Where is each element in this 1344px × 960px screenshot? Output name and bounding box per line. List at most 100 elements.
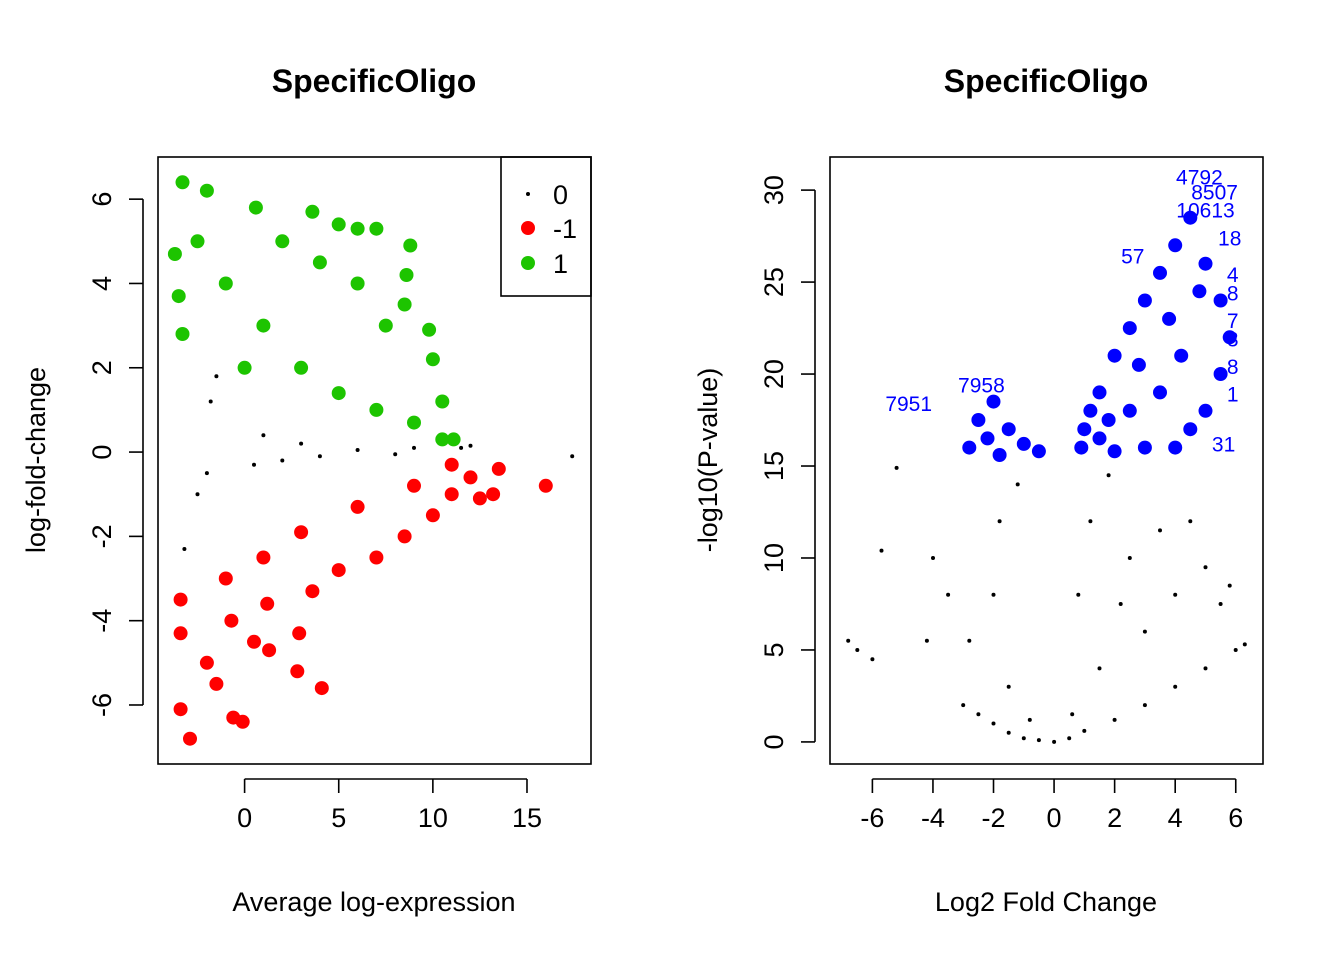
data-point-s0-7 bbox=[355, 448, 360, 452]
data-point-s0-12 bbox=[1036, 738, 1041, 743]
point-label: 18 bbox=[1218, 227, 1241, 250]
data-point-s2-18 bbox=[190, 234, 205, 249]
data-point-s2-9 bbox=[397, 297, 412, 312]
data-point-s1-19 bbox=[1213, 293, 1228, 308]
data-point-s0-13 bbox=[1052, 739, 1057, 744]
data-point-s1-4 bbox=[183, 731, 197, 746]
data-point-s0-37 bbox=[1027, 717, 1032, 722]
data-point-s1-10 bbox=[1083, 403, 1098, 418]
data-point-s1-8 bbox=[1074, 440, 1089, 455]
data-point-s2-22 bbox=[331, 386, 346, 401]
data-point-s0-10 bbox=[1006, 730, 1011, 735]
data-point-s2-1 bbox=[199, 183, 214, 198]
data-point-s0-1 bbox=[855, 648, 860, 652]
data-point-s0-20 bbox=[1233, 648, 1238, 652]
point-label: 31 bbox=[1212, 433, 1235, 456]
data-point-s2-26 bbox=[312, 255, 327, 270]
y-tick-label: 5 bbox=[759, 642, 789, 657]
data-point-s0-27 bbox=[1076, 592, 1081, 597]
x-tick-label: 15 bbox=[512, 803, 542, 833]
data-point-s2-23 bbox=[369, 402, 384, 417]
volcano-plot-x-axis-label: Log2 Fold Change bbox=[935, 887, 1157, 917]
data-point-s0-10 bbox=[204, 471, 209, 476]
y-tick-label: -4 bbox=[87, 609, 117, 633]
volcano-plot-points bbox=[846, 210, 1247, 744]
volcano-plot-y-axis-label: -log10(P-value) bbox=[693, 368, 723, 553]
data-point-s1-18 bbox=[1198, 256, 1213, 271]
data-point-s0-3 bbox=[879, 548, 884, 553]
data-point-s0-14 bbox=[1067, 736, 1072, 741]
y-tick-label: 15 bbox=[759, 451, 789, 481]
data-point-s1-1 bbox=[491, 461, 506, 476]
data-point-s1-13 bbox=[292, 626, 307, 641]
legend-label-0: 0 bbox=[553, 180, 568, 210]
y-tick-label: 30 bbox=[759, 175, 789, 205]
data-point-s0-23 bbox=[1218, 602, 1223, 606]
data-point-s2-8 bbox=[399, 268, 414, 282]
x-tick-label: -4 bbox=[921, 803, 945, 833]
data-point-s2-16 bbox=[171, 289, 186, 304]
data-point-s1-28 bbox=[294, 525, 309, 540]
point-label: 4 bbox=[1227, 264, 1239, 287]
data-point-s0-38 bbox=[1070, 712, 1075, 717]
data-point-s0-39 bbox=[1097, 666, 1102, 671]
data-point-s1-20 bbox=[331, 563, 346, 578]
data-point-s1-31 bbox=[1162, 311, 1177, 326]
data-point-s1-30 bbox=[1174, 348, 1189, 363]
point-label: 57 bbox=[1121, 246, 1144, 269]
data-point-s2-20 bbox=[256, 318, 271, 333]
data-point-s1-22 bbox=[397, 529, 412, 544]
data-point-s2-4 bbox=[331, 217, 346, 232]
data-point-s1-16 bbox=[1168, 238, 1183, 253]
data-point-s1-24 bbox=[1168, 440, 1183, 455]
legend-marker-1 bbox=[521, 256, 535, 270]
data-point-s0-32 bbox=[1173, 592, 1178, 597]
data-point-s0-0 bbox=[846, 638, 851, 643]
data-point-s0-2 bbox=[195, 492, 200, 497]
data-point-s1-30 bbox=[407, 478, 421, 493]
data-point-s2-28 bbox=[378, 318, 393, 333]
data-point-s0-19 bbox=[1203, 666, 1208, 671]
volcano-plot-x-axis: -6 -4 -2 0 2 4 6 bbox=[860, 778, 1243, 833]
data-point-s0-0 bbox=[570, 454, 575, 459]
data-point-s2-13 bbox=[446, 432, 461, 447]
data-point-s1-28 bbox=[1122, 403, 1137, 418]
ma-plot-frame bbox=[157, 156, 592, 765]
y-tick-label: 20 bbox=[759, 359, 789, 389]
data-point-s2-7 bbox=[403, 238, 418, 253]
data-point-s2-0 bbox=[175, 175, 190, 190]
data-point-s1-16 bbox=[199, 655, 214, 670]
point-label: 10613 bbox=[1176, 200, 1234, 223]
data-point-s1-3 bbox=[472, 491, 487, 506]
data-point-s1-20 bbox=[1222, 330, 1237, 345]
data-point-s1-27 bbox=[1092, 431, 1107, 446]
data-point-s1-9 bbox=[1077, 422, 1092, 437]
point-label: 8 bbox=[1227, 356, 1239, 379]
data-point-s2-14 bbox=[435, 432, 450, 447]
data-point-s0-7 bbox=[961, 703, 966, 708]
data-point-s1-27 bbox=[256, 550, 271, 565]
point-label: 8507 bbox=[1191, 181, 1238, 204]
data-point-s1-21 bbox=[369, 550, 384, 565]
x-tick-label: 5 bbox=[331, 803, 346, 833]
y-tick-label: 10 bbox=[759, 543, 789, 573]
data-point-s0-12 bbox=[252, 462, 256, 467]
legend-marker-0 bbox=[526, 192, 530, 196]
data-point-s2-25 bbox=[275, 234, 290, 249]
data-point-s0-36 bbox=[1006, 684, 1011, 689]
data-point-s0-13 bbox=[280, 458, 285, 463]
data-point-s2-6 bbox=[369, 221, 384, 236]
data-point-s1-6 bbox=[980, 431, 995, 446]
data-point-s1-17 bbox=[1183, 210, 1198, 225]
ma-plot-title: SpecificOligo bbox=[272, 63, 476, 99]
data-point-s2-24 bbox=[407, 415, 421, 430]
x-tick-label: 0 bbox=[1047, 803, 1062, 833]
data-point-s1-12 bbox=[262, 643, 277, 658]
data-point-s1-11 bbox=[173, 626, 188, 641]
data-point-s0-4 bbox=[894, 465, 899, 470]
data-point-s1-22 bbox=[1198, 403, 1213, 418]
data-point-s1-25 bbox=[1137, 440, 1152, 455]
ma-plot-points bbox=[167, 175, 575, 746]
